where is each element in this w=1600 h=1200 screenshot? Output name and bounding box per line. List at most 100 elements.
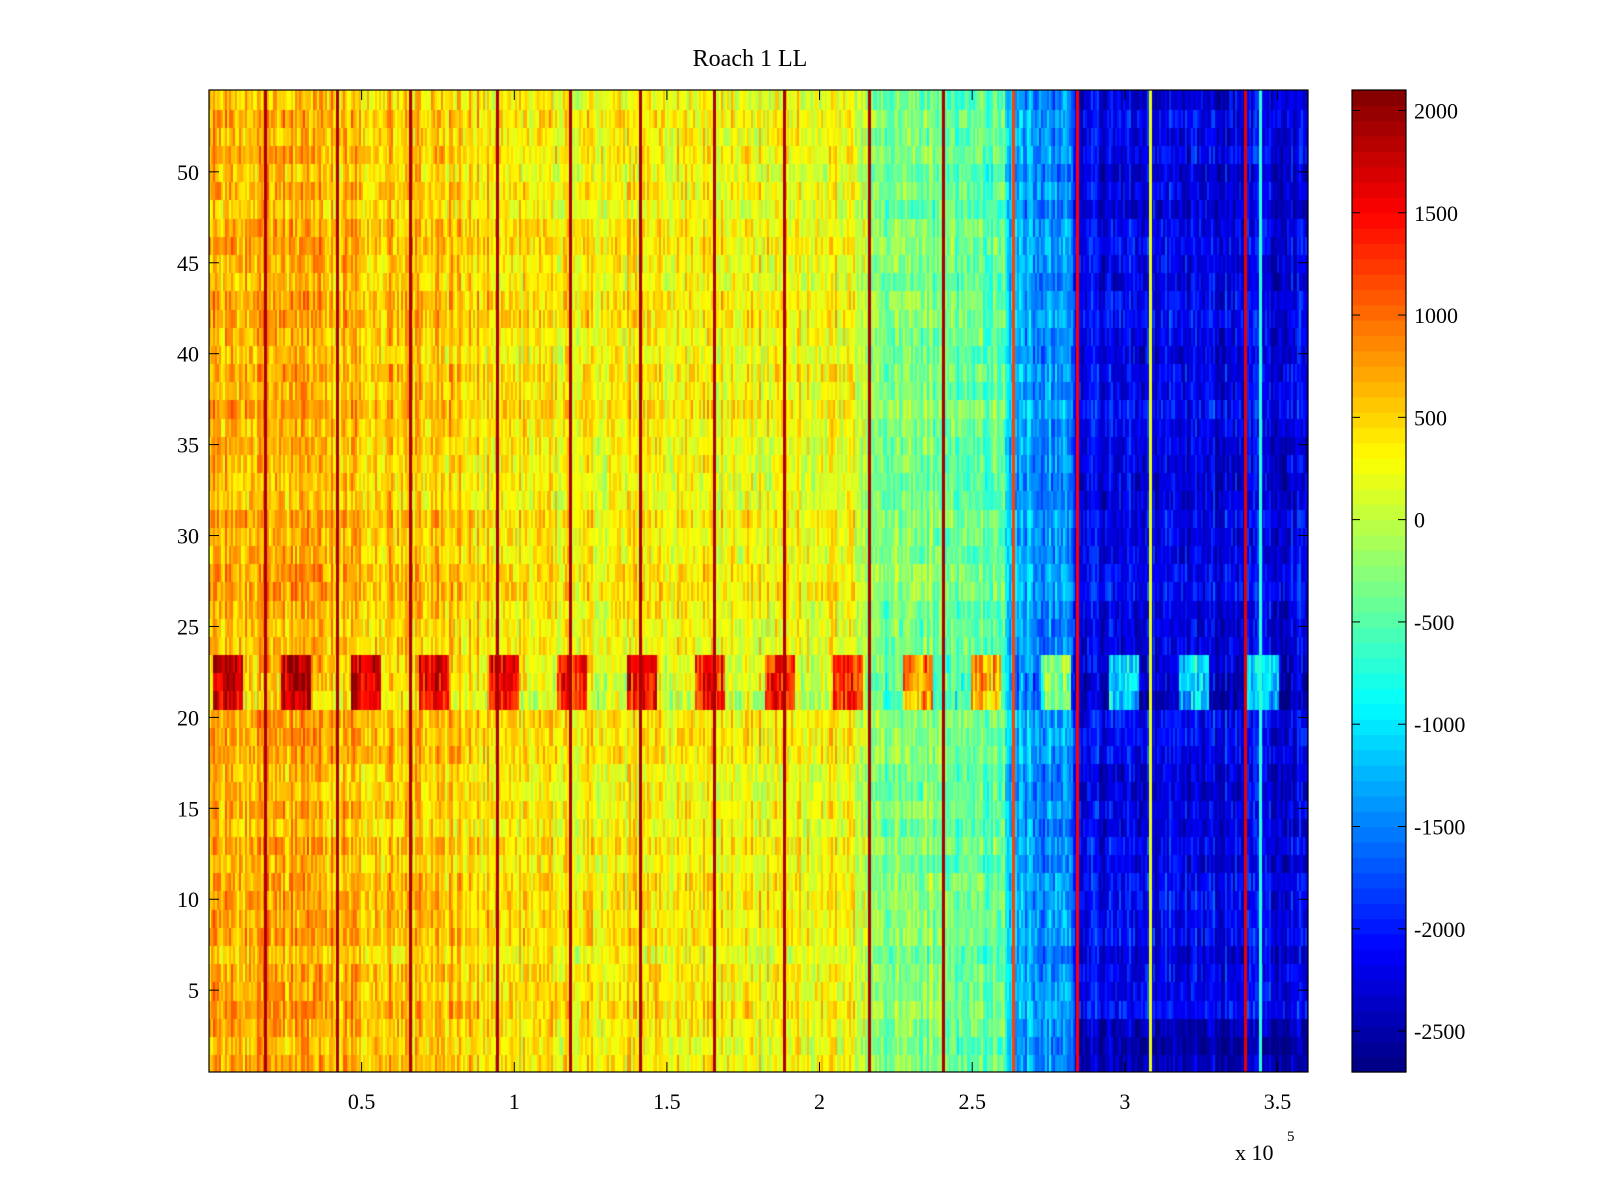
colorbar-step: [1352, 228, 1406, 245]
colorbar-step: [1352, 335, 1406, 352]
y-tick-label: 20: [177, 705, 199, 730]
chart-title: Roach 1 LL: [693, 46, 808, 72]
colorbar-step: [1352, 565, 1406, 582]
plot-frame: [208, 89, 1309, 1073]
y-tick-label: 40: [177, 342, 199, 367]
colorbar-tick-label: -2500: [1414, 1019, 1465, 1044]
colorbar-step: [1352, 1010, 1406, 1027]
y-tick-label: 10: [177, 887, 199, 912]
colorbar-step: [1352, 887, 1406, 904]
colorbar-step: [1352, 995, 1406, 1012]
colorbar-step: [1352, 642, 1406, 659]
colorbar-step: [1352, 381, 1406, 398]
colorbar-step: [1352, 212, 1406, 229]
colorbar-step: [1352, 289, 1406, 306]
colorbar-step: [1352, 719, 1406, 736]
colorbar-tick-label: 2000: [1414, 98, 1458, 123]
x-tick-label: 0.5: [348, 1089, 376, 1114]
colorbar-step: [1352, 703, 1406, 720]
colorbar-step: [1352, 673, 1406, 690]
colorbar-step: [1352, 795, 1406, 812]
colorbar-step: [1352, 151, 1406, 168]
colorbar-step: [1352, 611, 1406, 628]
colorbar-step: [1352, 657, 1406, 674]
colorbar-step: [1352, 903, 1406, 920]
colorbar-step: [1352, 826, 1406, 843]
colorbar-step: [1352, 166, 1406, 183]
colorbar-step: [1352, 550, 1406, 567]
colorbar-step: [1352, 304, 1406, 321]
colorbar-step: [1352, 366, 1406, 383]
colorbar-step: [1352, 488, 1406, 505]
colorbar-tick-label: -500: [1414, 610, 1454, 635]
x-tick-label: 3: [1119, 1089, 1130, 1114]
colorbar-step: [1352, 1041, 1406, 1058]
colorbar-step: [1352, 1025, 1406, 1042]
colorbar-step: [1352, 320, 1406, 337]
colorbar-step: [1352, 105, 1406, 122]
x-axis-exponent-label: x 10: [1235, 1140, 1274, 1165]
heatmap-image: [209, 90, 1308, 1072]
colorbar-tick-label: 1000: [1414, 303, 1458, 328]
colorbar-step: [1352, 780, 1406, 797]
colorbar-step: [1352, 427, 1406, 444]
colorbar-step: [1352, 473, 1406, 490]
colorbar-step: [1352, 90, 1406, 106]
x-tick-label: 1.5: [653, 1089, 681, 1114]
colorbar-tick-label: 500: [1414, 405, 1447, 430]
colorbar-step: [1352, 396, 1406, 413]
colorbar-step: [1352, 534, 1406, 551]
colorbar-step: [1352, 765, 1406, 782]
colorbar-step: [1352, 749, 1406, 766]
plot-area: [209, 90, 1308, 1072]
colorbar-tick-label: -2000: [1414, 917, 1465, 942]
colorbar-tick-label: 1500: [1414, 201, 1458, 226]
y-tick-label: 30: [177, 524, 199, 549]
colorbar-step: [1352, 136, 1406, 152]
colorbar-step: [1352, 182, 1406, 199]
colorbar-step: [1352, 857, 1406, 874]
colorbar-step: [1352, 1056, 1406, 1073]
colorbar-axis: 2000 1500 1000 500 0 -500 -1000 -1500 -2000 -2500: [1352, 98, 1465, 1044]
colorbar-step: [1352, 933, 1406, 950]
x-tick-label: 2.5: [958, 1089, 986, 1114]
y-tick-label: 50: [177, 160, 199, 185]
colorbar-step: [1352, 918, 1406, 935]
colorbar-step: [1352, 274, 1406, 291]
colorbar-step: [1352, 243, 1406, 260]
x-tick-label: 3.5: [1264, 1089, 1292, 1114]
y-tick-label: 25: [177, 614, 199, 639]
colorbar-step: [1352, 979, 1406, 996]
colorbar-step: [1352, 811, 1406, 828]
x-tick-label: 2: [814, 1089, 825, 1114]
colorbar-tick-label: -1000: [1414, 712, 1465, 737]
y-axis: 5 10 15 20 25 30 35 40 45 50: [177, 160, 1308, 1003]
colorbar-step: [1352, 412, 1406, 429]
colorbar-step: [1352, 949, 1406, 966]
colorbar: [1351, 89, 1407, 1073]
colorbar-step: [1352, 872, 1406, 889]
colorbar-step: [1352, 458, 1406, 475]
colorbar-step: [1352, 581, 1406, 597]
colorbar-step: [1352, 964, 1406, 981]
colorbar-step: [1352, 258, 1406, 275]
x-axis: 0.5 1 1.5 2 2.5 3 3.5: [348, 90, 1291, 1114]
colorbar-step: [1352, 120, 1406, 137]
x-tick-label: 1: [509, 1089, 520, 1114]
y-tick-label: 45: [177, 251, 199, 276]
y-tick-label: 35: [177, 433, 199, 458]
colorbar-step: [1352, 197, 1406, 214]
colorbar-step: [1352, 627, 1406, 643]
colorbar-step: [1352, 519, 1406, 536]
colorbar-step: [1352, 504, 1406, 521]
colorbar-step: [1352, 442, 1406, 459]
colorbar-step: [1352, 688, 1406, 705]
colorbar-tick-label: 0: [1414, 508, 1425, 533]
colorbar-step: [1352, 350, 1406, 367]
colorbar-step: [1352, 841, 1406, 858]
colorbar-step: [1352, 596, 1406, 613]
x-axis-exponent-power: 5: [1287, 1129, 1295, 1145]
colorbar-frame: [1351, 89, 1407, 1073]
colorbar-tick-label: -1500: [1414, 815, 1465, 840]
